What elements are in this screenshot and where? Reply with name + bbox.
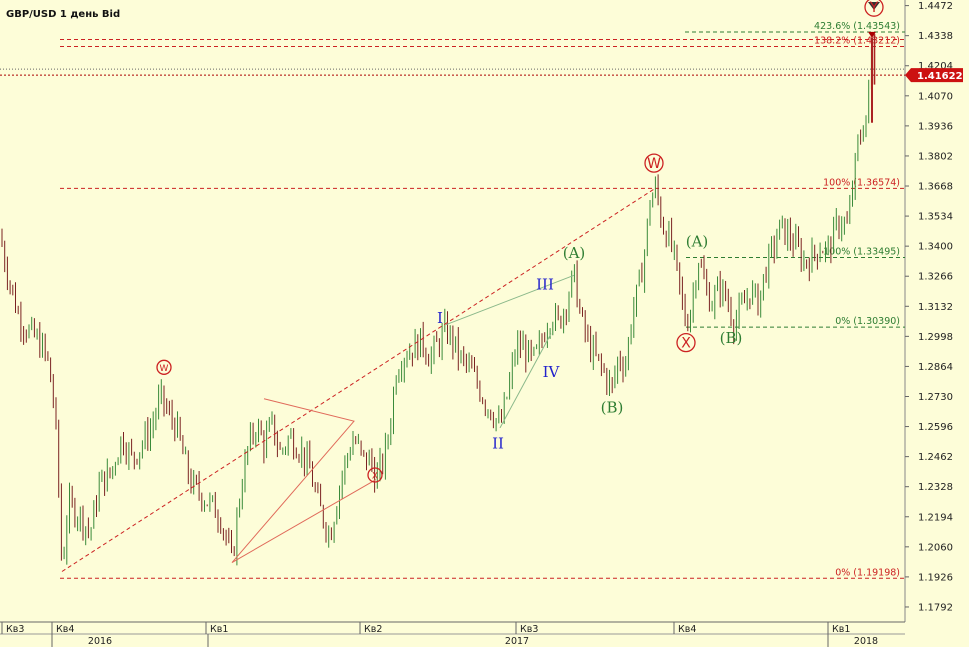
wave-label: W [160,364,169,374]
y-tick-label: 1.3266 [918,272,953,283]
wave-label: X [372,472,378,482]
y-tick-label: 1.4070 [918,91,953,102]
fib-level-label: 100% (1.33495) [823,246,900,257]
y-tick-label: 1.4338 [918,31,953,42]
y-tick-label: 1.3668 [918,182,953,193]
y-tick-label: 1.2596 [918,422,953,433]
wave-label: (B) [601,399,624,417]
year-label: 2017 [505,636,529,647]
wave-label: (A) [686,233,709,251]
last-price-label: 1.41622 [917,71,963,82]
wave-label-circle [156,359,172,375]
wave-annotation-line [445,274,575,326]
y-tick-label: 1.2730 [918,392,953,403]
wave-label-circle [644,153,664,173]
y-tick-label: 1.3802 [918,151,953,162]
y-tick-label: 1.3132 [918,302,953,313]
y-tick-label: 1.2998 [918,332,953,343]
y-tick-label: 1.3534 [918,212,953,223]
wave-label: (B) [720,329,743,347]
wave-label: I [437,309,443,327]
chart-title: GBP/USD 1 день Bid [6,9,121,20]
wave-annotation-line [61,187,657,572]
year-label: 2016 [88,636,112,647]
fib-level-label: 423.6% (1.43543) [814,21,900,32]
wave-annotation-line [499,333,552,429]
fib-level-label: 138.2% (1.43212) [814,35,900,46]
x-tick-label: Кв1 [832,624,850,635]
wave-label-circle [864,0,884,17]
x-tick-label: Кв2 [364,624,382,635]
wave-label: W [647,156,661,172]
y-tick-label: 1.4204 [918,61,953,72]
wave-label: Y [869,0,879,16]
wave-label-circle [676,332,696,353]
y-tick-label: 1.2194 [918,512,953,523]
price-marker [868,31,876,38]
wave-label-circle [367,467,383,483]
wave-label: X [681,336,691,352]
x-tick-label: Кв3 [520,624,538,635]
y-tick-label: 1.1792 [918,602,953,613]
wave-label: III [536,275,554,293]
wave-label: II [492,435,504,453]
y-tick-label: 1.2864 [918,362,953,373]
y-tick-label: 1.4472 [918,1,953,12]
y-tick-label: 1.3400 [918,242,953,253]
wave-annotation-line [231,398,377,563]
year-label: 2018 [854,636,878,647]
y-tick-label: 1.2328 [918,482,953,493]
fib-level-label: 100% (1.36574) [823,177,900,188]
y-tick-label: 1.3936 [918,121,953,132]
wave-label: IV [543,363,561,381]
y-tick-label: 1.2462 [918,452,953,463]
scroll-marker [868,2,880,10]
x-tick-label: Кв3 [6,624,24,635]
fib-level-label: 0% (1.19198) [835,567,900,578]
x-tick-label: Кв4 [56,624,74,635]
last-price-tag [905,68,963,83]
y-tick-label: 1.2060 [918,542,953,553]
x-tick-label: Кв1 [210,624,228,635]
fib-level-label: 0% (1.30390) [835,316,900,327]
x-tick-label: Кв4 [678,624,696,635]
wave-label: (A) [563,244,586,262]
y-tick-label: 1.1926 [918,572,953,583]
